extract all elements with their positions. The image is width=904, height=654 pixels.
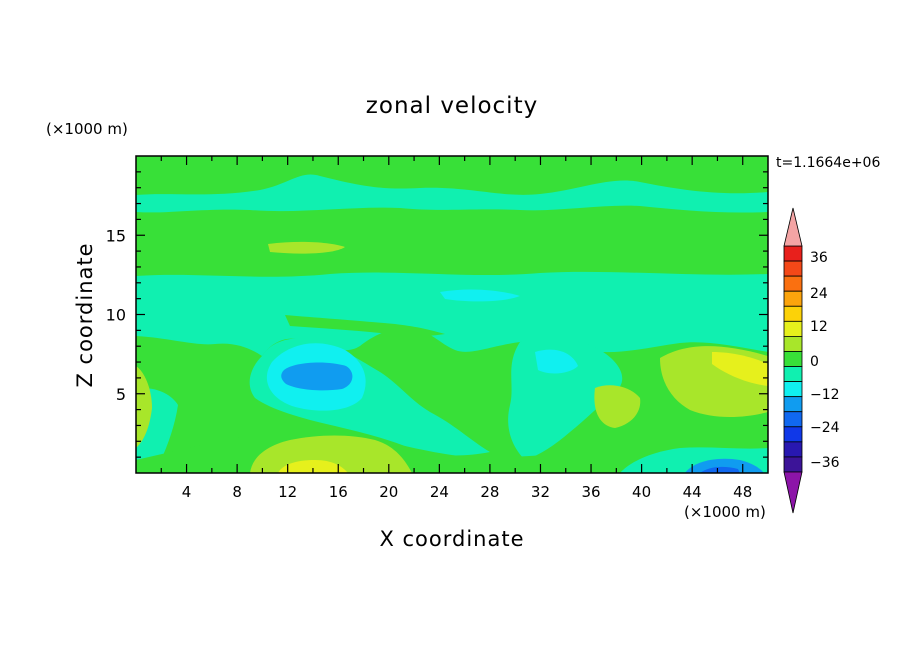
x-tick-label: 32: [531, 483, 550, 501]
colorbar-tick-label: 0: [810, 354, 819, 370]
field-bottom-blue-core: [700, 466, 740, 473]
x-tick-label: 12: [278, 483, 297, 501]
x-tick-label: 48: [733, 483, 752, 501]
colorbar-over-arrow: [783, 207, 803, 247]
colorbar-swatch: [783, 456, 803, 473]
colorbar-tick-label: −24: [810, 420, 840, 436]
x-tick-label: 36: [581, 483, 600, 501]
colorbar-tick-label: −12: [810, 387, 840, 403]
field-left-yellow: [136, 366, 152, 448]
colorbar-swatch: [783, 260, 803, 277]
x-tick-label: 4: [182, 483, 192, 501]
colorbar-under-arrow: [783, 471, 803, 514]
field-cyan-patch-top-right: [440, 289, 520, 302]
x-tick-label: 8: [232, 483, 242, 501]
colorbar-tick-label: 36: [810, 250, 828, 266]
colorbar-swatch: [783, 366, 803, 382]
field-mid-cyan-layer: [136, 271, 768, 356]
x-axis-ticks: 4 8 12 16 20 24 28 32 36 40 44 48: [160, 156, 752, 501]
y-unit-label: (×1000 m): [46, 120, 128, 138]
colorbar-swatch: [783, 320, 803, 337]
colorbar-tick-label: 24: [810, 286, 828, 302]
colorbar-swatch: [783, 335, 803, 352]
chart-title: zonal velocity: [366, 93, 538, 119]
x-tick-label: 24: [430, 483, 449, 501]
x-axis-label: X coordinate: [379, 527, 524, 551]
colorbar-tick-label: −36: [810, 455, 840, 471]
y-tick-label: 10: [106, 306, 126, 325]
field-blue-core: [281, 362, 353, 391]
colorbar-swatch: [783, 305, 803, 322]
colorbar-tick-label: 12: [810, 319, 828, 335]
colorbar-swatch: [783, 275, 803, 292]
field-upper-band: [136, 174, 768, 213]
colorbar-swatch: [783, 441, 803, 458]
colorbar-swatch: [783, 411, 803, 428]
colorbar-swatch: [783, 245, 803, 262]
x-tick-label: 40: [632, 483, 651, 501]
colorbar-swatch: [783, 426, 803, 443]
field-bottom-yellow-core: [278, 460, 348, 473]
x-tick-label: 28: [480, 483, 499, 501]
colorbar-swatch: [783, 351, 803, 367]
colorbar-swatch: [783, 290, 803, 307]
contour-field: [136, 156, 768, 473]
y-tick-label: 15: [106, 226, 126, 245]
field-green-tongue: [285, 315, 445, 337]
x-tick-label: 44: [683, 483, 702, 501]
field-bottom-blue: [685, 458, 764, 473]
y-axis-ticks: 5 10 15: [106, 171, 768, 458]
colorbar-swatch: [783, 396, 803, 413]
x-tick-label: 20: [379, 483, 398, 501]
field-cyan-right-lobe: [508, 337, 623, 460]
colorbar-swatch: [783, 381, 803, 398]
x-tick-label: 16: [329, 483, 348, 501]
field-cyan-right-core: [535, 349, 578, 374]
field-right-yellow-core: [712, 352, 768, 386]
field-upper-yellow-streak: [268, 241, 345, 254]
x-unit-label: (×1000 m): [684, 503, 766, 521]
y-tick-label: 5: [116, 385, 126, 404]
field-right-mid-green: [594, 385, 641, 428]
time-label: t=1.1664e+06: [776, 155, 880, 171]
y-axis-label: Z coordinate: [73, 242, 97, 387]
colorbar: 36 24 12 0 −12 −24 −36: [783, 207, 840, 514]
